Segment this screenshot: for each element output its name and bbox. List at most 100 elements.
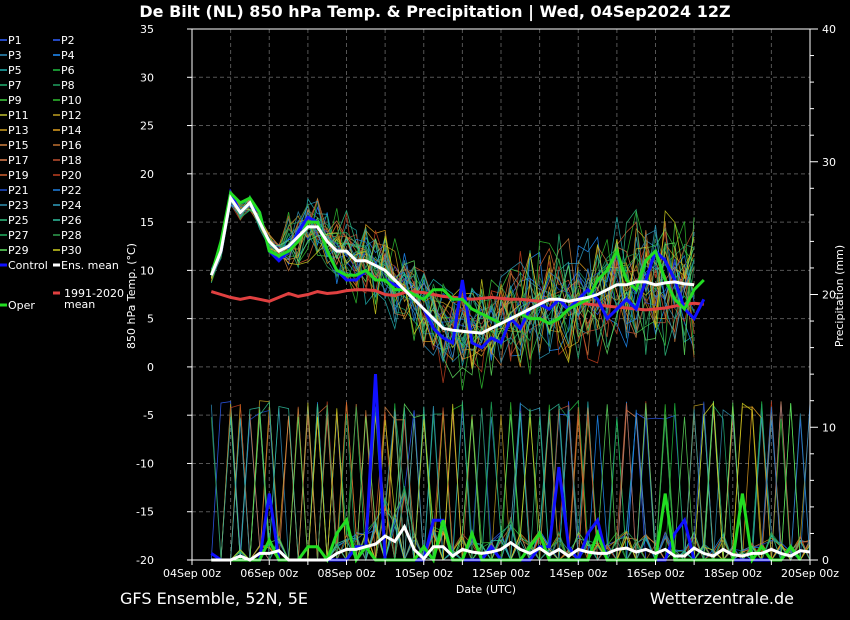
y2-tick-label: 40 [822, 23, 836, 36]
member-temp-line [210, 189, 695, 362]
member-precip-line [211, 402, 811, 562]
x-tick-label: 16Sep 00z [627, 567, 685, 580]
member-precip-line [211, 401, 810, 561]
member-precip-line [210, 401, 811, 562]
member-precip-line [210, 404, 811, 562]
x-axis-label: Date (UTC) [456, 583, 516, 596]
legend-item-p30: P30 [61, 244, 82, 257]
y-axis-label: 850 hPa Temp. (°C) [125, 243, 138, 349]
y-tick-label: -5 [143, 409, 154, 422]
y2-axis-ticks: 0 10 20 30 40 [810, 23, 836, 567]
member-precip-line [211, 400, 810, 562]
member-precip-line [211, 404, 810, 561]
legend-item-p23: P23 [8, 199, 29, 212]
member-temp-line [210, 201, 695, 370]
member-precip-line [211, 401, 811, 561]
legend-item-control: Control [8, 259, 48, 272]
legend-item-p2: P2 [61, 34, 75, 47]
legend-item-p11: P11 [8, 109, 29, 122]
legend-item-p20: P20 [61, 169, 82, 182]
member-precip-line [211, 401, 811, 562]
member-precip-line [211, 400, 811, 562]
legend-item-p17: P17 [8, 154, 29, 167]
legend-item-p3: P3 [8, 49, 22, 62]
member-precip-line [211, 401, 810, 562]
legend-item-p13: P13 [8, 124, 29, 137]
member-precip-line [211, 401, 810, 561]
legend-item-p8: P8 [61, 79, 75, 92]
y-tick-label: 30 [140, 71, 154, 84]
member-precip-line [211, 400, 810, 562]
legend: P1 P2 P3 P4 P5 P6 P7 P8 P9 P10 P11 P12 P13 P14 P15 P16 P… [0, 34, 124, 312]
legend-item-p4: P4 [61, 49, 75, 62]
ens-mean-temp-line [209, 194, 695, 335]
precip-series [210, 400, 811, 562]
member-precip-line [211, 401, 811, 562]
legend-item-p6: P6 [61, 64, 75, 77]
x-tick-label: 08Sep 00z [318, 567, 376, 580]
y2-tick-label: 0 [822, 554, 829, 567]
legend-item-p10: P10 [61, 94, 82, 107]
legend-item-p21: P21 [8, 184, 29, 197]
x-tick-label: 18Sep 00z [704, 567, 762, 580]
oper-temp-line [209, 190, 705, 326]
member-precip-line [211, 405, 811, 562]
footer-source: GFS Ensemble, 52N, 5E [120, 589, 308, 608]
y-tick-label: 10 [140, 264, 154, 277]
legend-item-p16: P16 [61, 139, 82, 152]
legend-item-p18: P18 [61, 154, 82, 167]
y-tick-label: 5 [147, 313, 154, 326]
y2-tick-label: 20 [822, 289, 836, 302]
legend-item-p28: P28 [61, 229, 82, 242]
member-precip-line [211, 403, 810, 562]
chart-title: De Bilt (NL) 850 hPa Temp. & Precipitati… [139, 2, 730, 22]
legend-item-p1: P1 [8, 34, 22, 47]
legend-item-p27: P27 [8, 229, 29, 242]
y2-axis-label: Precipitation (mm) [833, 245, 846, 347]
legend-item-p5: P5 [8, 64, 22, 77]
member-precip-line [211, 402, 811, 562]
legend-item-p15: P15 [8, 139, 29, 152]
member-precip-line [211, 401, 811, 562]
legend-item-oper: Oper [8, 299, 35, 312]
member-precip-line [211, 403, 811, 562]
member-precip-line [211, 400, 810, 562]
y-tick-label: 35 [140, 23, 154, 36]
member-precip-line [211, 402, 811, 562]
member-temp-line [210, 203, 695, 365]
y2-tick-label: 30 [822, 156, 836, 169]
member-precip-line [211, 406, 811, 561]
y-tick-label: -10 [136, 457, 154, 470]
member-precip-line [211, 408, 811, 562]
legend-item-ens-mean: Ens. mean [61, 259, 119, 272]
y-tick-label: 0 [147, 361, 154, 374]
x-tick-label: 06Sep 00z [240, 567, 298, 580]
member-precip-line [211, 401, 811, 562]
y-tick-label: 25 [140, 120, 154, 133]
legend-item-p19: P19 [8, 169, 29, 182]
legend-item-p26: P26 [61, 214, 82, 227]
member-precip-line [211, 402, 810, 562]
member-precip-line [210, 406, 810, 562]
x-tick-label: 10Sep 00z [395, 567, 453, 580]
y2-tick-label: 10 [822, 421, 836, 434]
legend-item-p12: P12 [61, 109, 82, 122]
legend-item-p29: P29 [8, 244, 29, 257]
footer-site: Wetterzentrale.de [650, 589, 794, 608]
x-tick-label: 12Sep 00z [472, 567, 530, 580]
y-tick-label: -20 [136, 554, 154, 567]
main-series [209, 188, 811, 564]
member-precip-line [211, 401, 811, 562]
legend-item-p7: P7 [8, 79, 22, 92]
x-tick-label: 20Sep 00z [781, 567, 839, 580]
y-tick-label: -15 [136, 506, 154, 519]
legend-item-climate: 1991-2020 mean [64, 287, 124, 311]
x-tick-label: 14Sep 00z [549, 567, 607, 580]
legend-item-p24: P24 [61, 199, 82, 212]
y-tick-label: 15 [140, 216, 154, 229]
legend-item-p25: P25 [8, 214, 29, 227]
x-tick-label: 04Sep 00z [163, 567, 221, 580]
y-tick-label: 20 [140, 168, 154, 181]
y-axis-ticks: -20 -15 -10 -5 0 5 10 15 20 25 30 35 [136, 23, 192, 567]
